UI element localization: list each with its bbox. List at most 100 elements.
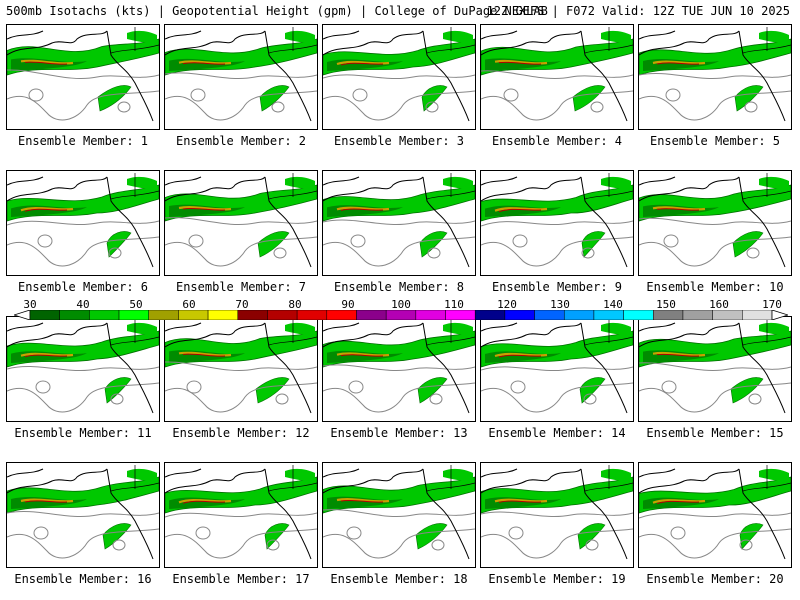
- colorbar-swatch: [712, 310, 743, 320]
- ensemble-member-label: Ensemble Member: 13: [330, 426, 468, 440]
- ensemble-member-label: Ensemble Member: 19: [488, 572, 626, 586]
- colorbar-arrow-right: [771, 310, 788, 320]
- ensemble-member-label: Ensemble Member: 16: [14, 572, 152, 586]
- height-contours: [323, 219, 475, 267]
- isotach-shading: [481, 468, 633, 550]
- coastlines: [481, 173, 633, 268]
- ensemble-member-label: Ensemble Member: 20: [646, 572, 784, 586]
- coastlines: [165, 27, 317, 122]
- height-contours: [323, 509, 475, 559]
- colorbar-arrow-left: [14, 310, 31, 320]
- ensemble-map-panel: [6, 316, 160, 422]
- isotach-shading: [481, 176, 633, 258]
- coastlines: [639, 27, 791, 122]
- ensemble-map: [481, 27, 633, 122]
- isotach-shading: [7, 176, 159, 258]
- height-contours: [165, 512, 317, 559]
- ensemble-member-label: Ensemble Member: 6: [17, 280, 149, 294]
- ensemble-map: [639, 319, 791, 414]
- isotach-shading: [323, 322, 475, 404]
- colorbar-swatch: [59, 310, 90, 320]
- isotach-shading: [165, 468, 317, 550]
- ensemble-map-panel: [322, 24, 476, 130]
- ensemble-map: [165, 465, 317, 560]
- height-contours: [7, 69, 159, 121]
- ensemble-map-panel: [6, 170, 160, 276]
- colorbar-swatch: [296, 310, 328, 320]
- height-contours: [165, 217, 317, 267]
- colorbar-swatch: [593, 310, 624, 320]
- coastlines: [323, 173, 475, 268]
- ensemble-map: [639, 173, 791, 268]
- height-contours: [639, 72, 791, 121]
- header-run-info: 12Z GEFS | F072 Valid: 12Z TUE JUN 10 20…: [486, 4, 790, 18]
- colorbar-tick-label: 110: [444, 298, 464, 311]
- coastlines: [165, 173, 317, 268]
- ensemble-map-panel: [322, 170, 476, 276]
- colorbar-tick-label: 90: [341, 298, 355, 311]
- coastlines: [7, 27, 159, 122]
- ensemble-member-label: Ensemble Member: 17: [172, 572, 310, 586]
- coastlines: [7, 319, 159, 414]
- isotach-shading: [165, 30, 317, 112]
- height-contours: [165, 361, 317, 413]
- isotach-shading: [481, 322, 633, 404]
- height-contours: [639, 362, 791, 413]
- colorbar-swatch: [207, 310, 239, 320]
- colorbar-swatch: [326, 310, 357, 320]
- colorbar-swatch: [534, 310, 565, 320]
- ensemble-map-panel: [480, 462, 634, 568]
- colorbar-swatch: [653, 310, 684, 320]
- isotach-shading: [323, 468, 475, 550]
- colorbar-tick-label: 150: [656, 298, 676, 311]
- ensemble-map-panel: [638, 316, 792, 422]
- colorbar-tick-label: 120: [497, 298, 517, 311]
- ensemble-map: [323, 173, 475, 268]
- ensemble-map-panel: [480, 170, 634, 276]
- isotach-shading: [7, 322, 159, 404]
- ensemble-map: [481, 465, 633, 560]
- colorbar-swatch: [445, 310, 476, 320]
- colorbar-tick-label: 80: [288, 298, 302, 311]
- height-contours: [323, 364, 475, 413]
- ensemble-member-label: Ensemble Member: 10: [646, 280, 784, 294]
- colorbar-swatch: [682, 310, 713, 320]
- ensemble-member-label: Ensemble Member: 14: [488, 426, 626, 440]
- ensemble-member-label: Ensemble Member: 15: [646, 426, 784, 440]
- coastlines: [639, 173, 791, 268]
- colorbar-tick-label: 40: [76, 298, 90, 311]
- ensemble-map: [481, 173, 633, 268]
- isotach-shading: [639, 30, 791, 112]
- colorbar-swatch: [237, 310, 268, 320]
- coastlines: [165, 465, 317, 560]
- map-header: 500mb Isotachs (kts) | Geopotential Heig…: [6, 4, 794, 20]
- ensemble-map-panel: [638, 462, 792, 568]
- colorbar-swatch: [623, 310, 654, 320]
- ensemble-member-label: Ensemble Member: 8: [333, 280, 465, 294]
- height-contours: [165, 72, 317, 121]
- coastlines: [165, 319, 317, 414]
- ensemble-map: [323, 319, 475, 414]
- ensemble-map: [323, 465, 475, 560]
- colorbar-tick-label: 130: [550, 298, 570, 311]
- isotach-shading: [639, 176, 791, 258]
- ensemble-map-panel: [164, 170, 318, 276]
- ensemble-map: [165, 173, 317, 268]
- colorbar-swatch: [29, 310, 60, 320]
- ensemble-map-panel: [164, 24, 318, 130]
- ensemble-member-label: Ensemble Member: 4: [491, 134, 623, 148]
- colorbar-swatch: [742, 310, 773, 320]
- ensemble-member-label: Ensemble Member: 1: [17, 134, 149, 148]
- ensemble-map: [165, 319, 317, 414]
- ensemble-member-label: Ensemble Member: 7: [175, 280, 307, 294]
- coastlines: [323, 319, 475, 414]
- isotach-shading: [165, 176, 317, 258]
- colorbar-swatch: [563, 310, 595, 320]
- isotach-shading: [7, 468, 159, 550]
- isotach-shading: [323, 30, 475, 112]
- coastlines: [639, 319, 791, 414]
- ensemble-map-panel: [322, 316, 476, 422]
- height-contours: [7, 220, 159, 267]
- colorbar-swatch: [118, 310, 149, 320]
- ensemble-map-panel: [322, 462, 476, 568]
